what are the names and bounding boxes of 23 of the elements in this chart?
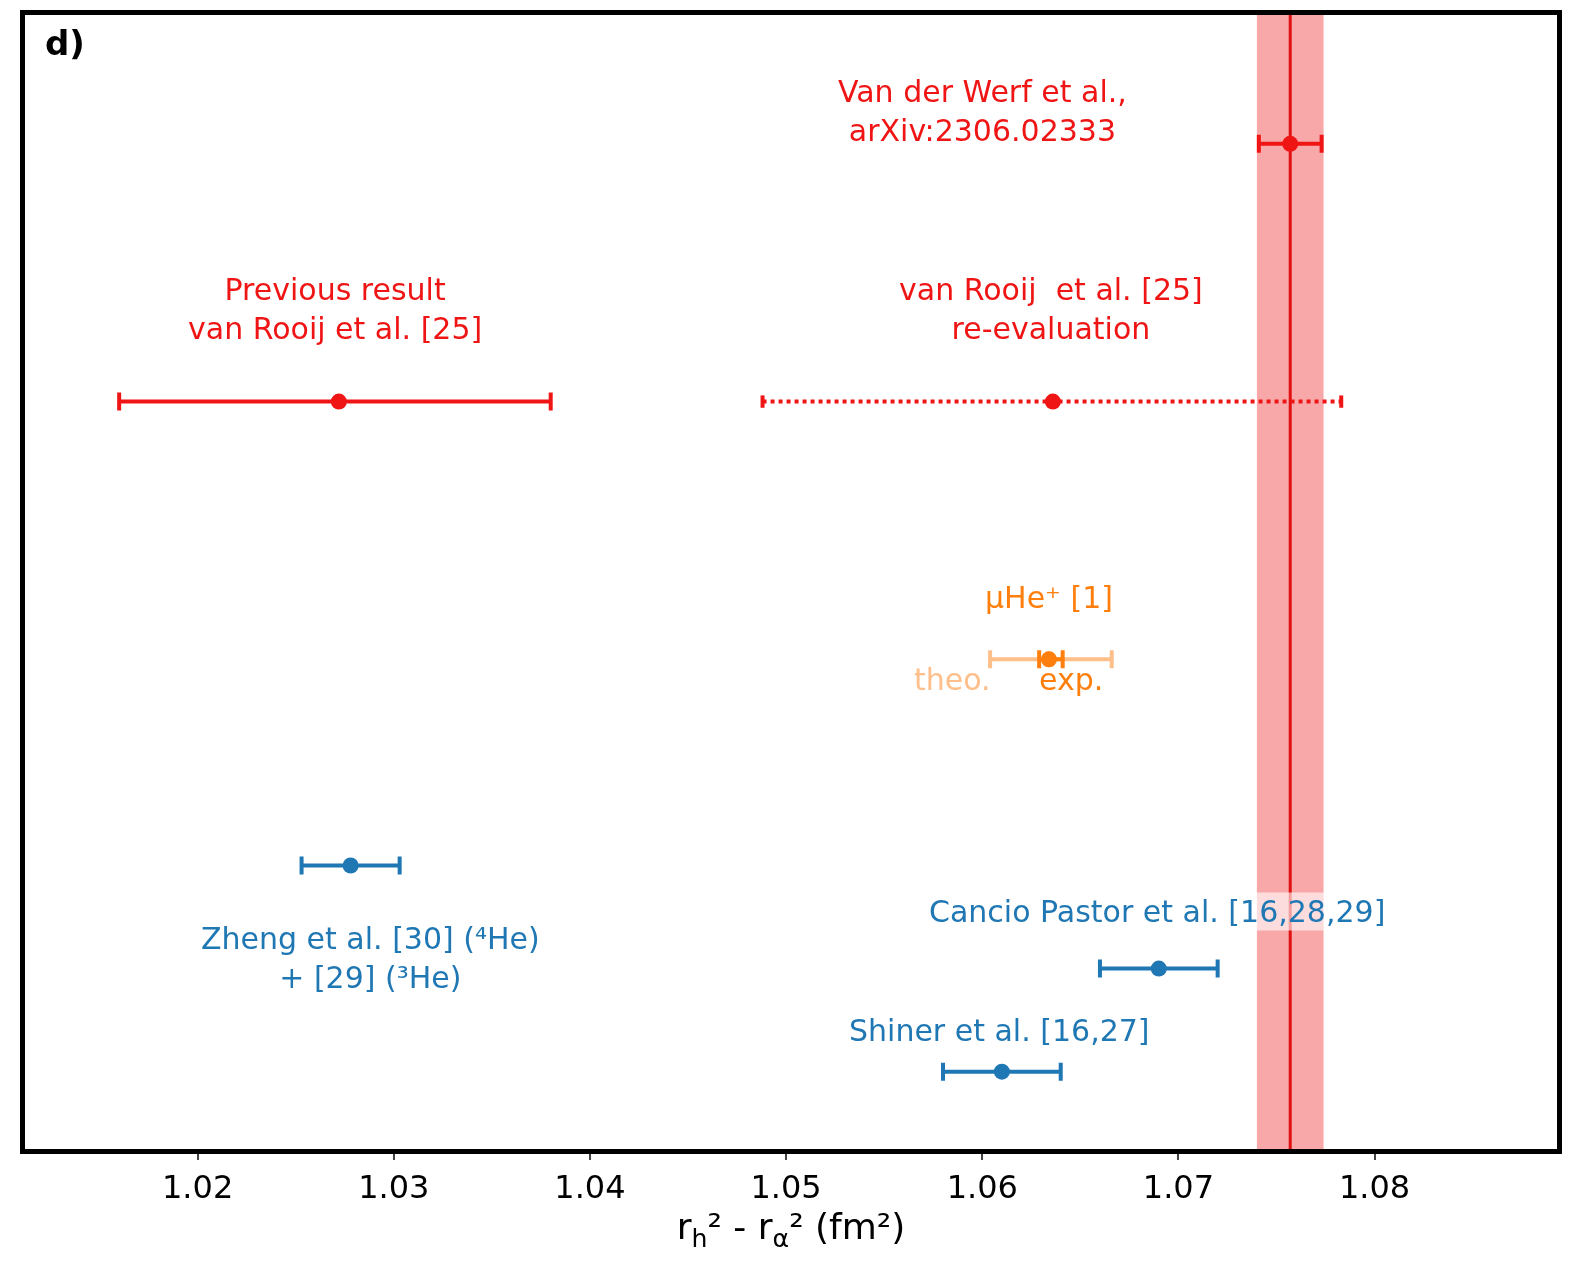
point: [330, 393, 347, 410]
x-tick-label: 1.07: [1142, 1168, 1215, 1207]
x-axis-title: r$_{h}$² - r$_{α}$² (fm²): [676, 1206, 906, 1253]
x-tick-label: 1.08: [1338, 1168, 1411, 1207]
x-tick-label: 1.02: [161, 1168, 234, 1207]
x-tick-label: 1.05: [750, 1168, 822, 1207]
annotation: Previous result van Rooij et al. [25]: [188, 272, 483, 346]
annotation: van Rooij et al. [25] re-evaluation: [899, 272, 1203, 346]
point: [1150, 960, 1167, 977]
annotation: Cancio Pastor et al. [16,28,29]: [929, 894, 1386, 929]
annotation: exp.: [1039, 662, 1104, 697]
x-tick-label: 1.03: [358, 1168, 430, 1207]
annotation: theo.: [914, 662, 991, 697]
point: [993, 1063, 1010, 1080]
annotation: Shiner et al. [16,27]: [849, 1013, 1150, 1048]
point: [342, 857, 359, 874]
annotation: μHe⁺ [1]: [985, 580, 1113, 615]
point: [1282, 135, 1299, 152]
x-tick-label: 1.04: [554, 1168, 626, 1207]
x-tick-label: 1.06: [946, 1168, 1018, 1207]
annotation: d): [45, 23, 85, 63]
annotation: Zheng et al. [30] (⁴He) + [29] (³He): [201, 921, 540, 995]
annotation: Van der Werf et al., arXiv:2306.02333: [838, 74, 1127, 148]
